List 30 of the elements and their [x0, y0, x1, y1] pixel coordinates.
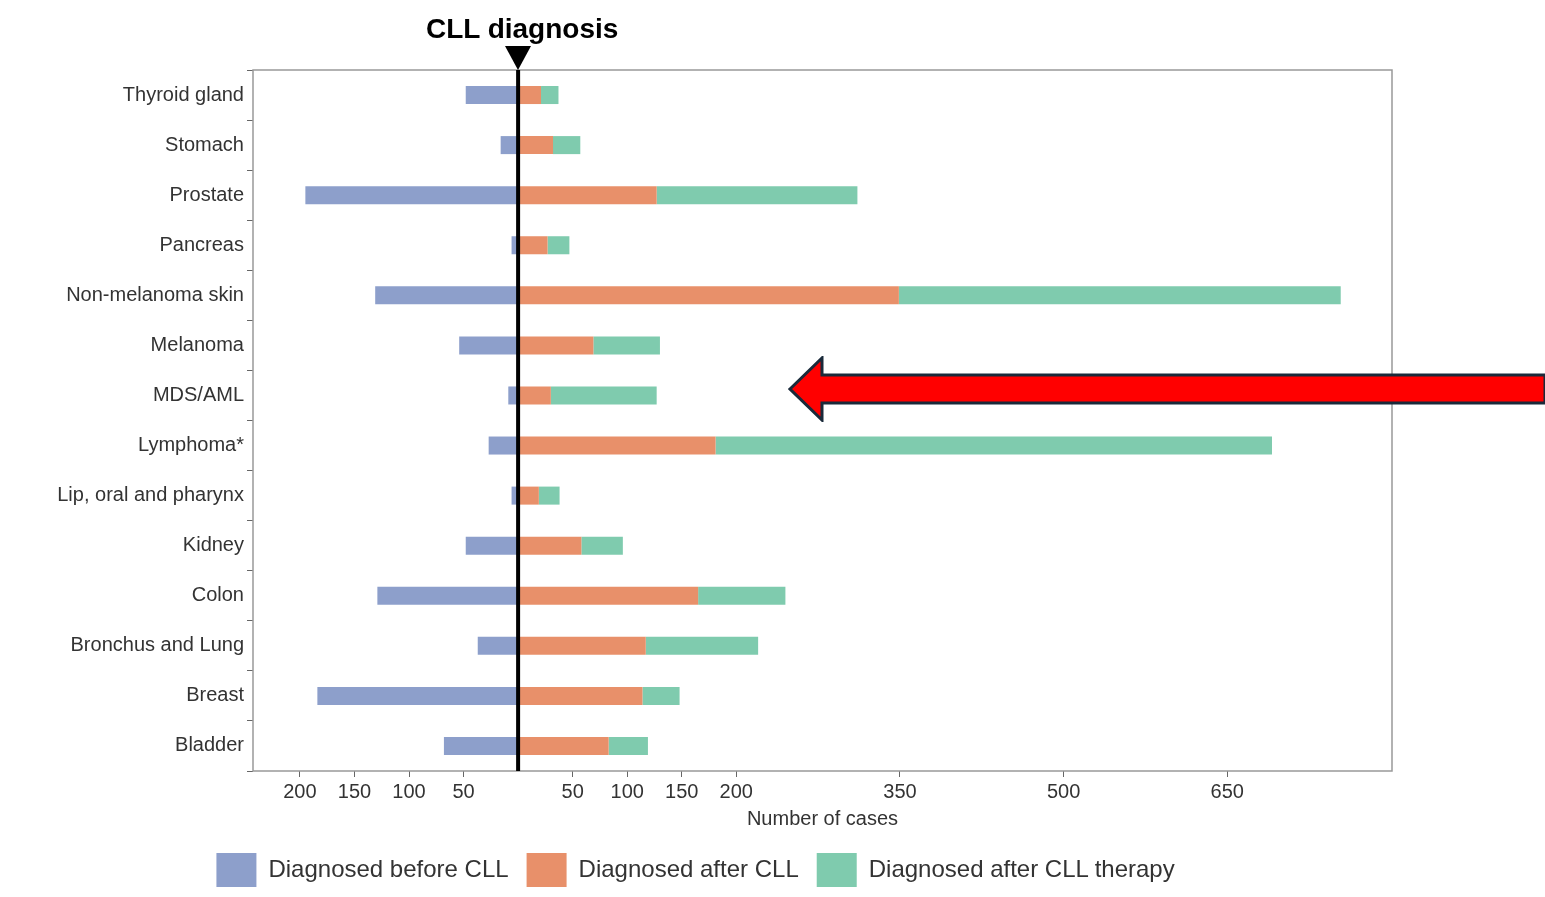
x-tick-label: 650: [1210, 779, 1244, 802]
y-tick-label: Lip, oral and pharynx: [57, 483, 244, 506]
y-tick-label: MDS/AML: [152, 382, 244, 405]
x-tick-label: 200: [719, 779, 753, 802]
x-axis-title: Number of cases: [746, 806, 899, 829]
legend-label: Diagnosed before CLL: [268, 854, 509, 882]
y-tick-label: Bronchus and Lung: [70, 633, 244, 656]
y-tick-label: Pancreas: [159, 232, 244, 255]
y-tick-label: Bladder: [175, 733, 245, 756]
y-tick-label: Non-melanoma skin: [66, 282, 244, 305]
y-tick-label: Breast: [186, 683, 245, 706]
x-tick-label: 50: [561, 779, 584, 802]
y-tick-label: Stomach: [165, 132, 244, 155]
y-tick-label: Thyroid gland: [122, 82, 244, 105]
x-tick-label: 350: [883, 779, 917, 802]
y-tick-label: Kidney: [182, 533, 244, 556]
y-tick-label: Prostate: [169, 182, 244, 205]
legend-label: Diagnosed after CLL therapy: [868, 854, 1175, 882]
x-tick-label: 50: [452, 779, 475, 802]
y-tick-label: Lymphoma*: [138, 433, 245, 456]
legend-label: Diagnosed after CLL: [578, 854, 799, 882]
x-tick-label: 500: [1046, 779, 1081, 802]
x-tick-label: 100: [610, 779, 644, 802]
y-tick-label: Colon: [191, 583, 244, 606]
x-tick-label: 200: [283, 779, 317, 802]
y-tick-label: Melanoma: [150, 332, 245, 355]
x-tick-label: 100: [392, 779, 426, 802]
ref-line-label: CLL diagnosis: [425, 12, 619, 44]
x-tick-label: 150: [337, 779, 372, 802]
x-tick-label: 150: [665, 779, 699, 802]
